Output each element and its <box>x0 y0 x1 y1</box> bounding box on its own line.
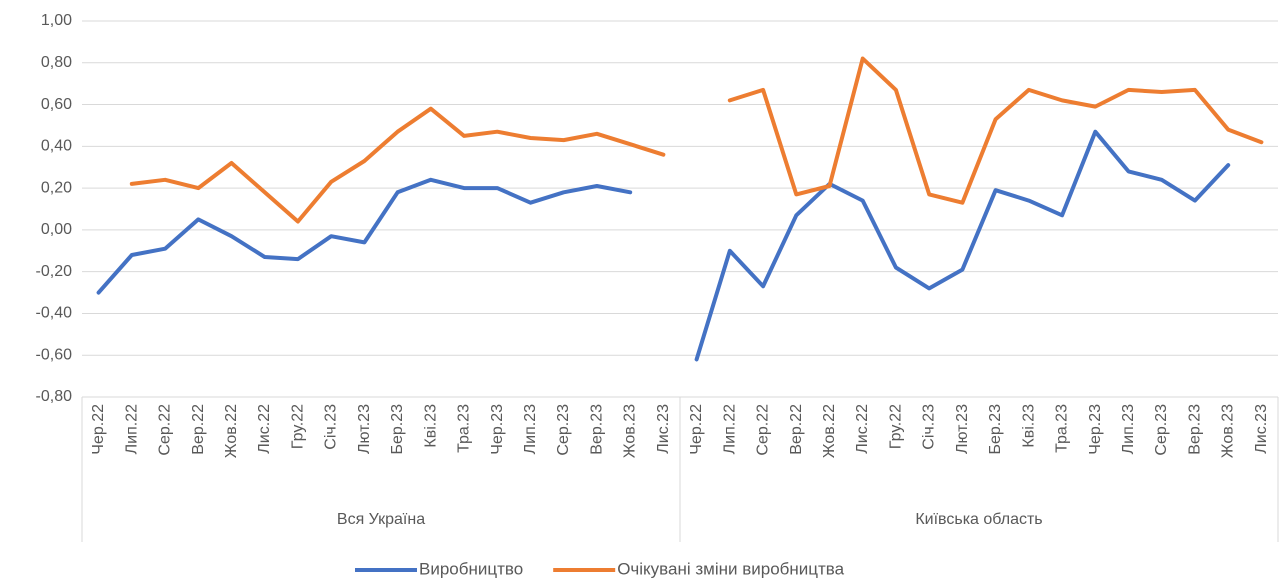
x-tick-label: Лип.22 <box>123 404 140 454</box>
x-tick-label: Чер.22 <box>90 404 107 455</box>
x-tick-label: Чер.23 <box>489 404 506 455</box>
x-tick-label: Лип.23 <box>522 404 539 454</box>
x-tick-label: Гру.22 <box>289 404 306 449</box>
x-tick-label: Тра.23 <box>456 404 473 453</box>
x-tick-label: Сер.23 <box>1153 404 1170 456</box>
group-label: Вся Україна <box>337 511 425 528</box>
x-tick-label: Лис.22 <box>256 404 273 454</box>
x-tick-label: Вер.22 <box>788 404 805 455</box>
x-tick-label: Лис.23 <box>1253 404 1270 454</box>
x-tick-label: Лют.23 <box>954 404 971 454</box>
x-tick-label: Чер.22 <box>688 404 705 455</box>
x-tick-label: Вер.22 <box>190 404 207 455</box>
group-label: Київська область <box>915 511 1042 528</box>
x-tick-label: Гру.22 <box>887 404 904 449</box>
y-tick-label: 0,00 <box>41 221 72 238</box>
legend-label: Очікувані зміни виробництва <box>617 559 844 578</box>
x-tick-label: Кві.23 <box>422 404 439 448</box>
x-tick-label: Бер.23 <box>987 404 1004 455</box>
series-line <box>129 106 666 224</box>
x-tick-label: Тра.23 <box>1054 404 1071 453</box>
x-tick-label: Лип.22 <box>721 404 738 454</box>
x-tick-label: Лют.23 <box>356 404 373 454</box>
x-tick-label: Бер.23 <box>389 404 406 455</box>
x-tick-label: Вер.23 <box>588 404 605 455</box>
x-tick-label: Жов.23 <box>1220 404 1237 458</box>
x-tick-label: Лис.22 <box>854 404 871 454</box>
x-tick-label: Лип.23 <box>1120 404 1137 454</box>
y-tick-label: 0,60 <box>41 96 72 113</box>
y-tick-label: -0,80 <box>36 388 73 405</box>
series-line <box>694 129 1231 362</box>
x-tick-label: Вер.23 <box>1186 404 1203 455</box>
x-tick-label: Чер.23 <box>1087 404 1104 455</box>
x-tick-label: Жов.22 <box>821 404 838 458</box>
x-tick-label: Сер.23 <box>555 404 572 456</box>
x-tick-label: Лис.23 <box>655 404 672 454</box>
x-tick-label: Січ.23 <box>921 404 938 450</box>
y-tick-label: 0,20 <box>41 179 72 196</box>
x-tick-label: Жов.23 <box>622 404 639 458</box>
y-tick-label: 0,80 <box>41 54 72 71</box>
y-tick-label: -0,20 <box>36 263 73 280</box>
legend-label: Виробництво <box>419 559 523 578</box>
x-tick-label: Жов.22 <box>223 404 240 458</box>
y-tick-label: -0,60 <box>36 346 73 363</box>
y-tick-label: 0,40 <box>41 138 72 155</box>
y-tick-label: 1,00 <box>41 12 72 29</box>
series-line <box>96 177 633 295</box>
x-tick-label: Сер.22 <box>157 404 174 456</box>
x-tick-label: Сер.22 <box>755 404 772 456</box>
x-tick-label: Січ.23 <box>323 404 340 450</box>
x-tick-label: Кві.23 <box>1020 404 1037 448</box>
y-tick-label: -0,40 <box>36 305 73 322</box>
series-line <box>727 56 1264 205</box>
